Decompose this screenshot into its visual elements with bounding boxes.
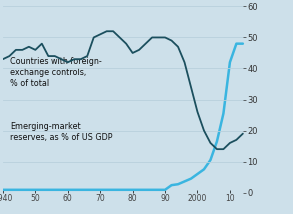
Text: Emerging-market
reserves, as % of US GDP: Emerging-market reserves, as % of US GDP: [10, 122, 113, 142]
Text: Countries with foreign-
exchange controls,
% of total: Countries with foreign- exchange control…: [10, 57, 102, 88]
